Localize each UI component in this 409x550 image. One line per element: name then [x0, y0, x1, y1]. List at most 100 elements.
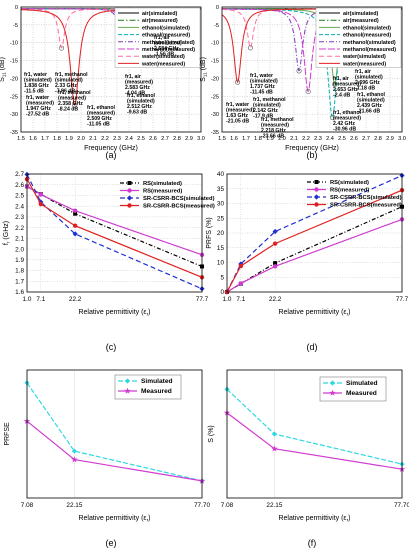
annotation-name: fr1, water: [24, 72, 47, 78]
x-tick-label: 2.0: [77, 136, 85, 142]
x-tick-label: 2.8: [374, 136, 382, 142]
x-tick-label: 2.6: [149, 136, 157, 142]
y-tick-label: -35: [211, 130, 219, 136]
y-tick-label: -5: [13, 23, 18, 29]
annotation-name: fr1, air: [333, 76, 349, 82]
x-tick-label: 2.2: [101, 136, 109, 142]
data-point: [271, 431, 278, 437]
x-axis-label: Relative permittivity (εr): [78, 309, 150, 318]
legend-label: methanol(simulated): [142, 40, 195, 46]
legend-label: Measured: [141, 388, 172, 395]
y-tick-label: -30: [211, 112, 219, 118]
resonance-annotation: fr1, air(measured)2.653 GHz-2.4 dB: [333, 76, 361, 99]
annotation-frequency: 2.512 GHz: [127, 104, 152, 110]
data-point: [273, 261, 278, 266]
plot-frame: [226, 173, 403, 293]
legend-label: Simulated: [141, 378, 173, 385]
annotation-kind: (measured): [261, 123, 289, 129]
legend-label: RS(simulated): [330, 180, 369, 186]
x-tick-label: 1.7: [242, 136, 250, 142]
panel-label: (a): [106, 150, 117, 160]
annotation-kind: (simulated): [127, 99, 155, 105]
data-point: [238, 263, 244, 269]
x-tick-label: 2.7: [161, 136, 169, 142]
annotation-frequency: 2.218 GHz: [261, 128, 286, 134]
y-tick-label: 5: [220, 274, 224, 281]
annotation-frequency: 1.838 GHz: [24, 83, 49, 89]
annotation-frequency: 1.737 GHz: [250, 84, 275, 90]
data-point: [72, 231, 78, 237]
y-tick-label: 15: [217, 245, 225, 252]
x-tick-label: 22.15: [66, 502, 82, 509]
annotation-frequency: 2.583 GHz: [125, 85, 150, 91]
y-tick-label: 25: [217, 215, 225, 222]
legend-box: [315, 7, 402, 68]
legend-label: SR-CSRR-BCS(measured): [330, 203, 402, 209]
resonance-annotation: fr1, water(simulated)1.737 GHz-11.45 dB: [250, 73, 278, 96]
legend-marker: [329, 380, 336, 386]
legend-marker: [124, 378, 131, 384]
annotation-name: fr1, air: [154, 35, 170, 41]
y-tick-label: 30: [217, 201, 225, 208]
y-tick-label: -10: [211, 41, 219, 47]
legend-marker: [127, 188, 132, 193]
resonance-marker: [305, 89, 311, 95]
legend-label: air(simulated): [142, 11, 178, 17]
legend-label: water(measured): [141, 61, 185, 67]
data-point: [271, 445, 278, 452]
panel-d: 1.0 7.1 22.2 77.7 0 5 10 15 20 25 30 35 40 Relative p…: [206, 171, 409, 317]
legend-marker: [124, 387, 131, 394]
annotation-frequency: 2.142 GHz: [253, 108, 278, 114]
data-point: [272, 228, 278, 235]
series-line-SR-CSRR-BCSsimulated: [226, 174, 403, 293]
x-tick-label: 77.7: [396, 296, 409, 303]
annotation-kind: (simulated): [250, 79, 278, 85]
legend-label: air(measured): [142, 18, 178, 24]
annotation-kind: (measured): [125, 80, 153, 86]
y-tick-label: 2.5: [15, 193, 24, 200]
data-point: [38, 201, 44, 207]
x-tick-label: 7.1: [36, 296, 45, 303]
y-tick-label: 2.4: [15, 203, 24, 210]
resonance-annotation: fr1, water(simulated)1.838 GHz-11.5 dB: [24, 72, 52, 95]
x-axis-label: Relative permittivity (εr): [278, 309, 350, 318]
x-tick-label: 2.9: [185, 136, 193, 142]
y-tick-label: -25: [10, 94, 18, 100]
y-tick-label: 2.2: [15, 225, 24, 232]
annotation-kind: (measured): [333, 82, 361, 88]
legend-label: methanol(measured): [142, 47, 195, 53]
resonance-annotation: fr1, air(measured)2.583 GHz-4.04 dB: [125, 74, 153, 97]
y-axis-label: S (%): [208, 425, 215, 443]
resonance-marker: [59, 45, 65, 51]
plot-frame: [26, 173, 203, 293]
x-tick-label: 2.5: [338, 136, 346, 142]
annotation-kind: (measured): [226, 108, 254, 114]
annotation-level: -21.66 dB: [357, 109, 380, 115]
panel-label: (d): [307, 342, 318, 352]
legend-label: ethanol(measured): [142, 33, 190, 39]
annotation-kind: (simulated): [355, 75, 383, 81]
legend-label: RS(simulated): [143, 181, 182, 187]
x-tick-label: 3.0: [398, 136, 406, 142]
annotation-level: -9.63 dB: [127, 110, 147, 116]
y-tick-label: 1.9: [15, 257, 24, 264]
series-line-Measured: [226, 412, 403, 470]
y-tick-label: 2.7: [15, 171, 24, 178]
legend-label: air(measured): [343, 18, 379, 24]
annotation-frequency: 2.584 GHz: [154, 46, 179, 52]
annotation-frequency: 1.947 GHz: [26, 106, 51, 112]
x-tick-label: 2.9: [386, 136, 394, 142]
y-tick-label: 1.8: [15, 268, 24, 275]
data-point: [71, 456, 78, 463]
resonance-annotation: fr1, ethanol(simulated)2.439 GHz-21.66 d…: [357, 92, 386, 115]
annotation-kind: (simulated): [154, 41, 182, 47]
legend-label: air(simulated): [343, 11, 379, 17]
data-point: [272, 241, 278, 246]
legend-label: water(measured): [342, 61, 386, 67]
legend-marker: [314, 187, 319, 192]
y-tick-label: 35: [217, 186, 225, 193]
annotation-level: -4.04 dB: [125, 91, 145, 97]
resonance-marker: [332, 81, 338, 87]
x-tick-label: 22.2: [269, 296, 282, 303]
resonance-annotation: fr1, methanol(measured)2.218 GHz-23.66 d…: [261, 117, 294, 140]
